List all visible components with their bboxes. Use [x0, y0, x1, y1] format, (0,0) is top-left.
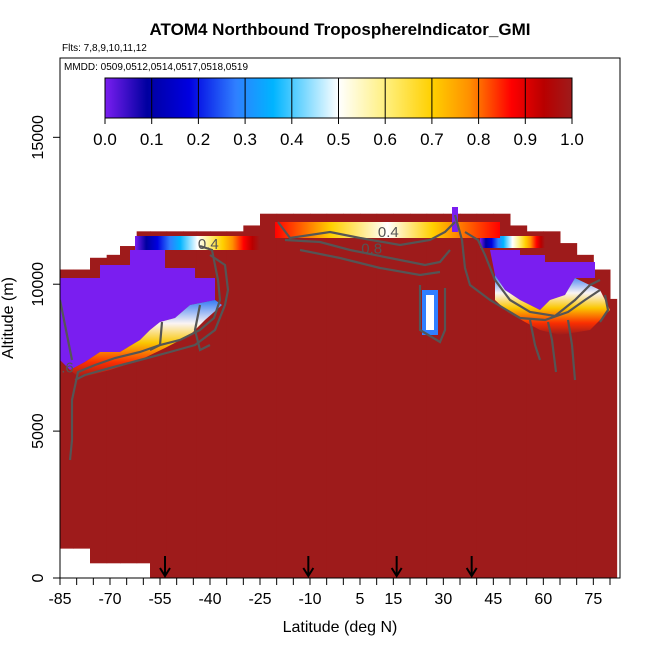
- x-tick-label: -10: [298, 591, 321, 608]
- plot-border: [59, 57, 621, 579]
- heatmap-column: [410, 213, 428, 578]
- contour-labels: 0.40.80.60.4: [53, 224, 399, 376]
- strat-band-top-center: [275, 222, 500, 238]
- x-tick-label: 75: [584, 591, 602, 608]
- y-tick-label: 15000: [30, 115, 47, 160]
- colorbar-tick-label: 0.7: [420, 130, 444, 149]
- strat-pocket-south: [60, 250, 215, 370]
- heatmap-column: [310, 213, 328, 578]
- profile-markers: [159, 556, 478, 578]
- heatmap-column: [426, 213, 444, 578]
- colorbar-tick-label: 0.8: [467, 130, 491, 149]
- colorbar-tick-label: 1.0: [560, 130, 584, 149]
- x-tick-label: 45: [484, 591, 502, 608]
- x-axis: -85 -70 -55 -40 -25 -10 5 15 30 45 60 75: [48, 578, 611, 608]
- heatmap-column: [460, 213, 478, 578]
- colorbar-tick-label: 0.0: [93, 130, 117, 149]
- colorbar-dividers: [151, 78, 526, 118]
- x-tick-label: 15: [384, 591, 402, 608]
- x-axis-label: Latitude (deg N): [283, 619, 398, 636]
- plot-area: 0.40.80.60.4: [53, 207, 618, 578]
- x-tick-label: -85: [48, 591, 71, 608]
- strat-band-topright: [480, 236, 545, 248]
- contour-label: 0.4: [378, 224, 399, 241]
- heatmap-column: [610, 298, 618, 578]
- contour-label: 0.4: [198, 236, 219, 253]
- heatmap-column: [360, 213, 378, 578]
- x-tick-label: 30: [434, 591, 452, 608]
- heatmap-column: [376, 213, 394, 578]
- y-tick-label: 5000: [30, 413, 47, 449]
- contour-label: 0.6: [53, 359, 74, 376]
- x-tick-label: -25: [248, 591, 271, 608]
- y-axis-label: Altitude (m): [0, 277, 17, 359]
- colorbar-tick-label: 0.9: [513, 130, 537, 149]
- heatmap-column: [226, 231, 244, 578]
- x-tick-label: -70: [98, 591, 121, 608]
- profile-marker-arrow: [465, 556, 478, 578]
- heatmap-column: [443, 213, 461, 578]
- strat-band-north: [495, 275, 610, 335]
- colorbar-tick-label: 0.2: [187, 130, 211, 149]
- strat-column-20n-inner: [426, 295, 434, 330]
- profile-marker-arrow: [390, 556, 403, 578]
- colorbar-tick-label: 0.3: [233, 130, 257, 149]
- colorbar-ticks: 0.0 0.1 0.2 0.3 0.4 0.5 0.6 0.7 0.8 0.9 1.0: [93, 118, 584, 149]
- heatmap-column: [393, 213, 411, 578]
- x-tick-label: -55: [148, 591, 171, 608]
- colorbar-tick-label: 0.1: [140, 130, 164, 149]
- colorbar-tick-label: 0.4: [280, 130, 304, 149]
- heatmap-column: [243, 225, 261, 578]
- y-tick-label: 0: [30, 573, 47, 582]
- chart-subtitle-dates: MMDD: 0509,0512,0514,0517,0518,0519: [64, 62, 248, 73]
- y-tick-label: 10000: [30, 262, 47, 307]
- y-axis: 0 5000 10000 15000: [30, 115, 60, 582]
- chart-subtitle-flights: Flts: 7,8,9,10,11,12: [62, 43, 147, 54]
- heatmap-column: [276, 213, 294, 578]
- x-tick-label: 5: [356, 591, 365, 608]
- contour-label: 0.8: [361, 240, 382, 257]
- strat-band-topleft: [135, 236, 260, 250]
- contour-lines: [60, 214, 610, 461]
- heatmap-column: [293, 213, 311, 578]
- heatmap-column: [476, 213, 494, 578]
- heatmap-column: [576, 254, 594, 578]
- heatmap-column: [326, 213, 344, 578]
- stratosphere-pockets: [60, 207, 610, 378]
- strat-pocket-north: [490, 250, 595, 310]
- strat-spike-north: [452, 207, 458, 232]
- x-tick-label: -40: [198, 591, 221, 608]
- chart-title: ATOM4 Northbound TroposphereIndicator_GM…: [150, 20, 531, 39]
- colorbar: 0.0 0.1 0.2 0.3 0.4 0.5 0.6 0.7 0.8 0.9 1.0: [93, 77, 584, 149]
- profile-marker-arrow: [302, 556, 315, 578]
- strat-band-south: [70, 300, 222, 378]
- heatmap-column: [593, 269, 611, 578]
- profile-marker-arrow: [159, 556, 171, 578]
- colorbar-tick-label: 0.5: [327, 130, 351, 149]
- colorbar-tick-label: 0.6: [373, 130, 397, 149]
- x-tick-label: 60: [534, 591, 552, 608]
- heatmap-column: [343, 213, 361, 578]
- heatmap-column: [260, 213, 278, 578]
